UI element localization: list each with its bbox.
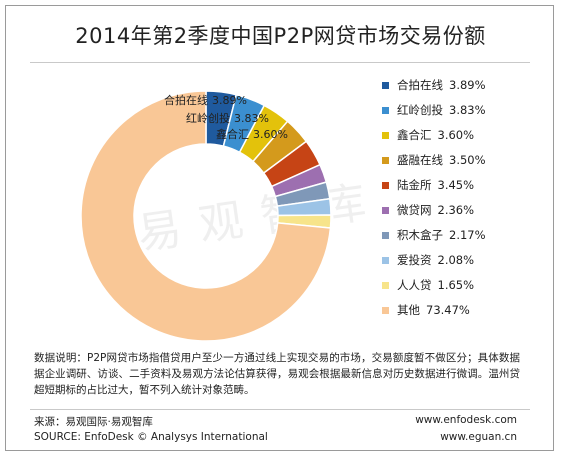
inner-label-name: 合拍在线 — [164, 94, 208, 107]
legend-swatch — [382, 156, 389, 164]
legend-value: 2.17% — [449, 228, 486, 242]
inner-label-value: 3.83% — [234, 112, 269, 125]
chart-title: 2014年第2季度中国P2P网贷市场交易份额 — [75, 24, 486, 48]
legend-swatch — [382, 281, 389, 289]
inner-label-value: 3.89% — [212, 94, 247, 107]
legend-swatch — [382, 131, 389, 139]
legend-label: 爱投资 — [397, 253, 432, 267]
donut-chart — [80, 90, 332, 342]
legend-item: 陆金所 3.45% — [382, 176, 474, 194]
source-cn: 来源：易观国际·易观智库 — [34, 416, 153, 428]
legend-value: 2.36% — [437, 203, 475, 217]
legend-swatch — [382, 106, 389, 114]
legend-item: 积木盒子 2.17% — [382, 226, 486, 244]
legend-label: 盛融在线 — [397, 153, 443, 167]
legend-value: 3.45% — [437, 178, 475, 192]
legend-swatch — [382, 206, 389, 214]
legend-label: 人人贷 — [397, 278, 432, 292]
legend-swatch — [382, 256, 389, 264]
legend-label: 合拍在线 — [397, 78, 443, 92]
legend-label: 鑫合汇 — [397, 128, 432, 142]
footer-divider — [30, 409, 530, 410]
legend-value: 3.89% — [449, 78, 486, 92]
legend-value: 1.65% — [437, 278, 475, 292]
inner-label-value: 3.60% — [253, 128, 288, 141]
site-eguan: www.eguan.cn — [440, 431, 517, 443]
legend-value: 3.60% — [437, 128, 475, 142]
legend-item: 鑫合汇 3.60% — [382, 126, 474, 144]
title-divider — [30, 62, 530, 63]
legend-value: 3.50% — [449, 153, 486, 167]
inner-label-hongling: 红岭创投 3.83% — [186, 110, 269, 126]
site-enfodesk: www.enfodesk.com — [415, 414, 517, 426]
legend-item: 合拍在线 3.89% — [382, 76, 486, 94]
legend-label: 微贷网 — [397, 203, 432, 217]
legend-swatch — [382, 231, 389, 239]
legend-item: 人人贷 1.65% — [382, 276, 474, 294]
inner-label-name: 红岭创投 — [186, 112, 230, 125]
inner-label-heipaizaixian: 合拍在线 3.89% — [164, 92, 247, 108]
legend-value: 2.08% — [437, 253, 475, 267]
source-en: SOURCE: EnfoDesk © Analysys Internationa… — [34, 431, 268, 443]
legend-swatch — [382, 181, 389, 189]
inner-label-xinhehui: 鑫合汇 3.60% — [216, 126, 288, 142]
legend-item: 爱投资 2.08% — [382, 251, 474, 269]
legend-item: 微贷网 2.36% — [382, 201, 474, 219]
inner-label-name: 鑫合汇 — [216, 128, 249, 141]
chart-frame: 2014年第2季度中国P2P网贷市场交易份额 易观智库 合拍在线 3.89% 红岭… — [5, 5, 554, 451]
legend-label: 红岭创投 — [397, 103, 443, 117]
legend-value: 73.47% — [426, 303, 470, 317]
legend-item: 其他 73.47% — [382, 301, 470, 319]
legend-value: 3.83% — [449, 103, 486, 117]
legend-swatch — [382, 81, 389, 89]
legend-label: 积木盒子 — [397, 228, 443, 242]
legend-label: 其他 — [397, 303, 420, 317]
legend-item: 盛融在线 3.50% — [382, 151, 486, 169]
legend-label: 陆金所 — [397, 178, 432, 192]
data-note: 数据说明：P2P网贷市场指借贷用户至少一方通过线上实现交易的市场，交易额度暂不做… — [34, 352, 520, 396]
legend-swatch — [382, 306, 389, 314]
legend-item: 红岭创投 3.83% — [382, 101, 486, 119]
donut-slice-9 — [80, 90, 332, 342]
